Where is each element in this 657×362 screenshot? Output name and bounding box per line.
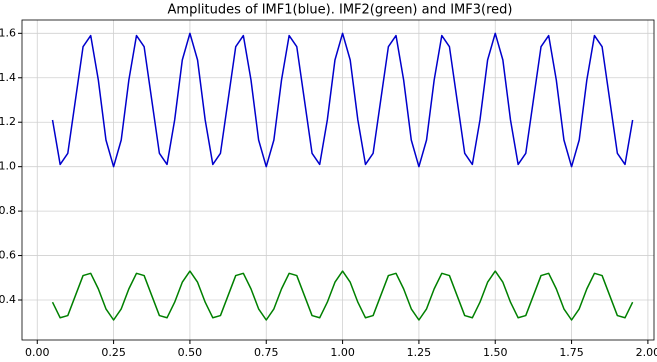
x-tick-label: 0.25 (101, 346, 126, 359)
y-tick-label: 1.0 (0, 160, 16, 173)
y-tick-label: 1.6 (0, 26, 16, 39)
series-line (51, 270, 634, 321)
y-tick-label: 0.4 (0, 293, 16, 306)
chart-title: Amplitudes of IMF1(blue). IMF2(green) an… (168, 3, 513, 18)
x-tick-label: 0.50 (178, 346, 203, 359)
y-tick-label: 0.8 (0, 204, 16, 217)
series-line (51, 32, 634, 168)
x-tick-label: 1.50 (483, 346, 508, 359)
x-tick-label: 0.75 (254, 346, 279, 359)
y-tick-label: 0.6 (0, 249, 16, 262)
x-tick-label: 1.75 (559, 346, 584, 359)
x-tick-label: 2.00 (636, 346, 657, 359)
y-tick-label: 1.2 (0, 115, 16, 128)
y-tick-label: 1.4 (0, 71, 16, 84)
x-tick-label: 0.00 (25, 346, 50, 359)
plot-frame (21, 19, 655, 341)
x-tick-label: 1.25 (407, 346, 432, 359)
x-tick-label: 1.00 (330, 346, 355, 359)
